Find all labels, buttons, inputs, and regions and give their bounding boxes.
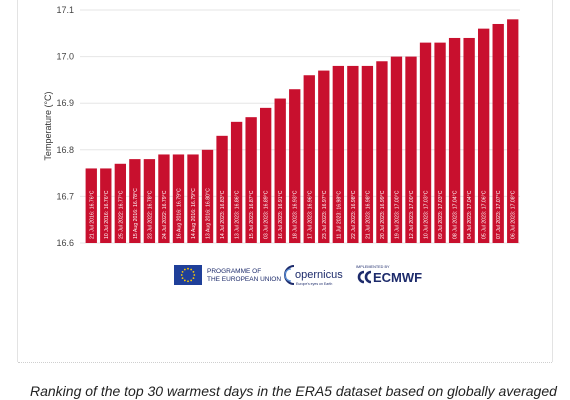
bar-data-label: 18 Jul 2023: 16.93°C bbox=[293, 190, 299, 239]
y-tick-label: 16.6 bbox=[56, 238, 74, 248]
bar-data-label: 14 Jul 2023: 16.83°C bbox=[220, 190, 226, 239]
bar bbox=[390, 56, 403, 243]
ecmwf-word: ECMWF bbox=[373, 270, 422, 285]
eu-star bbox=[181, 270, 184, 273]
bar bbox=[114, 163, 127, 243]
bar-data-label: 15 Jul 2023: 16.87°C bbox=[249, 190, 255, 239]
logo-strip: PROGRAMME OF THE EUROPEAN UNION opernicu… bbox=[170, 262, 440, 288]
bar-data-label: 10 Jul 2023: 17.03°C bbox=[424, 190, 430, 239]
eu-star bbox=[193, 274, 196, 276]
y-tick-label: 16.9 bbox=[56, 98, 74, 108]
bar bbox=[507, 19, 519, 243]
bar bbox=[477, 28, 490, 243]
y-axis-label: Temperature (°C) bbox=[43, 91, 53, 160]
bar bbox=[201, 149, 214, 243]
y-tick-label: 17.1 bbox=[56, 5, 74, 15]
bars: 21 Jul 2016: 16.76°C 10 Jul 2016: 16.76°C… bbox=[85, 19, 519, 244]
bar bbox=[405, 56, 417, 243]
bar-data-label: 16 Jul 2023: 16.91°C bbox=[278, 190, 284, 239]
bar bbox=[347, 65, 359, 243]
separator bbox=[18, 362, 552, 363]
bar bbox=[318, 70, 330, 243]
bar bbox=[85, 168, 97, 243]
figure-caption: Ranking of the top 30 warmest days in th… bbox=[30, 383, 557, 399]
bar-data-label: 11 Jul 2023: 16.98°C bbox=[336, 191, 342, 239]
bar-data-label: 04 Jul 2023: 17.04°C bbox=[467, 190, 473, 239]
bar bbox=[216, 135, 228, 243]
eu-flag-icon bbox=[174, 265, 202, 285]
eu-star bbox=[183, 279, 186, 282]
bar-data-label: 13 Aug 2016: 16.80°C bbox=[206, 188, 212, 239]
bar bbox=[143, 159, 156, 243]
bar bbox=[463, 37, 475, 244]
bar bbox=[289, 89, 301, 243]
eu-star bbox=[187, 267, 189, 270]
bar bbox=[259, 107, 272, 243]
partner-logos: PROGRAMME OF THE EUROPEAN UNION opernicu… bbox=[174, 265, 422, 286]
bar-data-label: 16 Aug 2016: 16.79°C bbox=[176, 188, 182, 239]
bar-data-label: 06 Jul 2023: 17.08°C bbox=[511, 190, 517, 239]
bar-data-label: 09 Jul 2023: 17.03°C bbox=[438, 190, 444, 239]
bar bbox=[419, 42, 432, 244]
bar bbox=[230, 121, 243, 243]
bar-chart: 16.6 16.7 16.8 16.9 17.0 17.1 Temperature (°C… bbox=[43, 5, 520, 248]
bar-data-label: 20 Jul 2023: 16.99°C bbox=[380, 190, 386, 239]
bar-data-label: 21 Jul 2023: 16.98°C bbox=[365, 190, 371, 239]
eu-star bbox=[190, 279, 193, 282]
eu-star bbox=[187, 280, 189, 283]
bar-data-label: 12 Jul 2023: 17.00°C bbox=[409, 190, 415, 239]
bar-data-label: 23 Jul 2022: 16.78°C bbox=[147, 190, 153, 239]
bar-data-label: 13 Jul 2023: 16.86°C bbox=[235, 190, 241, 239]
bar-data-label: 17 Jul 2023: 16.96°C bbox=[307, 190, 313, 239]
eu-star bbox=[190, 268, 193, 271]
bar bbox=[376, 61, 388, 244]
bar-data-label: 23 Jul 2023: 16.97°C bbox=[322, 190, 328, 239]
bar bbox=[332, 65, 345, 243]
bar-data-label: 24 Jul 2022: 16.79°C bbox=[162, 190, 168, 239]
bar bbox=[187, 154, 199, 243]
eu-line-2: THE EUROPEAN UNION bbox=[207, 276, 281, 283]
bar-data-label: 25 Jul 2022: 16.77°C bbox=[118, 190, 124, 239]
bar-data-label: 03 Jul 2023: 16.89°C bbox=[264, 190, 270, 239]
copernicus-tagline: Europe's eyes on Earth bbox=[296, 282, 332, 286]
y-axis-ticks: 16.6 16.7 16.8 16.9 17.0 17.1 bbox=[56, 5, 74, 248]
bar bbox=[172, 154, 185, 243]
eu-star bbox=[192, 277, 195, 280]
bar bbox=[492, 23, 504, 244]
y-tick-label: 16.8 bbox=[56, 145, 74, 155]
ecmwf-implemented-by: IMPLEMENTED BY bbox=[356, 265, 390, 269]
bar-data-label: 05 Jul 2023: 17.06°C bbox=[482, 190, 488, 239]
bar-data-label: 07 Jul 2023: 17.07°C bbox=[496, 190, 502, 239]
eu-star bbox=[192, 270, 195, 273]
copernicus-logo-icon bbox=[284, 265, 295, 285]
bar bbox=[448, 37, 461, 244]
eu-star bbox=[180, 274, 183, 276]
bar-data-label: 22 Jul 2023: 16.98°C bbox=[351, 190, 357, 239]
bar bbox=[158, 154, 170, 243]
eu-line-1: PROGRAMME OF bbox=[207, 268, 261, 275]
bar-data-label: 15 Aug 2016: 16.78°C bbox=[133, 188, 139, 239]
bar bbox=[361, 65, 374, 243]
bar bbox=[129, 159, 141, 243]
copernicus-word: opernicus bbox=[295, 269, 343, 281]
bar-data-label: 14 Aug 2016: 16.79°C bbox=[191, 188, 197, 239]
bar bbox=[245, 117, 257, 243]
eu-star bbox=[183, 268, 186, 271]
ecmwf-logo-icon bbox=[357, 270, 372, 284]
bar-data-label: 10 Jul 2016: 16.76°C bbox=[104, 190, 110, 239]
y-tick-label: 17.0 bbox=[56, 52, 74, 62]
bar bbox=[100, 168, 112, 243]
bar-data-label: 19 Jul 2023: 17.00°C bbox=[394, 190, 400, 239]
bar-data-label: 21 Jul 2016: 16.76°C bbox=[89, 190, 95, 239]
bar bbox=[434, 42, 446, 244]
bar-data-label: 08 Jul 2023: 17.04°C bbox=[453, 190, 459, 239]
bar bbox=[274, 98, 286, 243]
bar bbox=[303, 75, 315, 244]
y-tick-label: 16.7 bbox=[56, 191, 74, 201]
eu-star bbox=[181, 277, 184, 280]
